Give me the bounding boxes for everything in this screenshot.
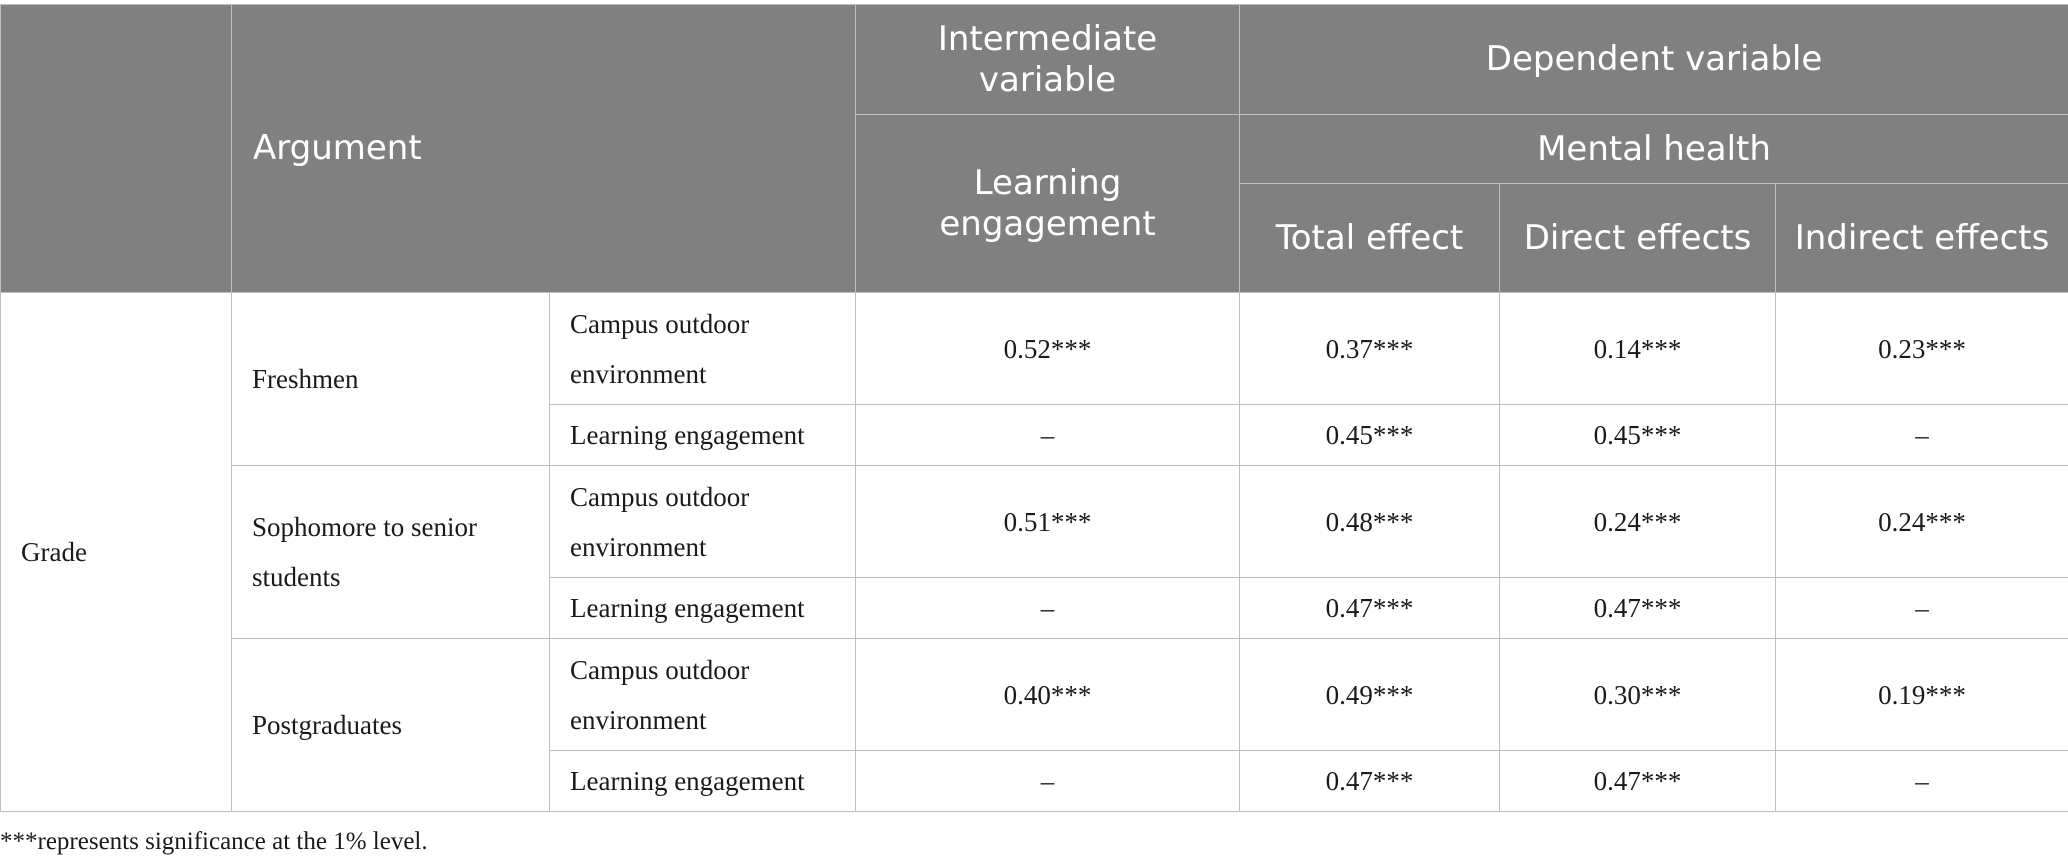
direct-effects-value: 0.47*** (1499, 750, 1777, 812)
header-total-effect: Total effect (1239, 183, 1501, 293)
table-row: Learning engagement – 0.47*** 0.47*** – (1, 750, 2068, 812)
header-indirect-effects: Indirect effects (1775, 183, 2068, 293)
predictor-cell: Campus outdoor environment (548, 465, 857, 578)
indirect-effects-value: 0.23*** (1775, 292, 2068, 405)
header-intermediate-variable: Intermediate variable (855, 4, 1241, 115)
results-table: Argument Intermediate variable Dependent… (0, 4, 2068, 812)
group-cell: Freshmen (231, 292, 550, 466)
table-row: Postgraduates Campus outdoor environment… (1, 638, 2068, 812)
header-learning-engagement: Learning engagement (855, 114, 1241, 293)
indirect-effects-value: – (1775, 750, 2068, 812)
learning-engagement-value: 0.52*** (855, 292, 1241, 405)
predictor-cell: Campus outdoor environment (548, 638, 857, 751)
grade-cell: Grade (0, 292, 232, 812)
direct-effects-value: 0.24*** (1499, 465, 1777, 578)
learning-engagement-value: 0.40*** (855, 638, 1241, 751)
learning-engagement-value: – (855, 404, 1241, 466)
total-effect-value: 0.45*** (1239, 404, 1501, 466)
learning-engagement-value: 0.51*** (855, 465, 1241, 578)
table-row: Grade Freshmen Campus outdoor environmen… (0, 292, 2068, 812)
total-effect-value: 0.47*** (1239, 577, 1501, 639)
direct-effects-value: 0.30*** (1499, 638, 1777, 751)
group-cell: Sophomore to senior students (231, 465, 550, 639)
table-footnote: ***represents significance at the 1% lev… (0, 828, 428, 855)
predictor-cell: Learning engagement (548, 577, 857, 639)
header-direct-effects: Direct effects (1499, 183, 1777, 293)
direct-effects-value: 0.47*** (1499, 577, 1777, 639)
header-mental-health: Mental health (1239, 114, 2068, 184)
total-effect-value: 0.47*** (1239, 750, 1501, 812)
table-row: Sophomore to senior students Campus outd… (1, 465, 2068, 639)
table-body: Grade Freshmen Campus outdoor environmen… (0, 292, 2068, 812)
indirect-effects-value: – (1775, 577, 2068, 639)
total-effect-value: 0.49*** (1239, 638, 1501, 751)
direct-effects-value: 0.14*** (1499, 292, 1777, 405)
direct-effects-value: 0.45*** (1499, 404, 1777, 466)
table-header: Argument Intermediate variable Dependent… (0, 4, 2068, 293)
header-argument: Argument (230, 4, 857, 293)
indirect-effects-value: – (1775, 404, 2068, 466)
table-row: Learning engagement – 0.45*** 0.45*** – (1, 404, 2068, 466)
predictor-cell: Learning engagement (548, 404, 857, 466)
total-effect-value: 0.37*** (1239, 292, 1501, 405)
indirect-effects-value: 0.24*** (1775, 465, 2068, 578)
group-cell: Postgraduates (231, 638, 550, 812)
indirect-effects-value: 0.19*** (1775, 638, 2068, 751)
learning-engagement-value: – (855, 750, 1241, 812)
header-dependent-variable: Dependent variable (1239, 4, 2068, 115)
learning-engagement-value: – (855, 577, 1241, 639)
header-blank-cell (0, 4, 232, 293)
table-row: Learning engagement – 0.47*** 0.47*** – (1, 577, 2068, 639)
predictor-cell: Campus outdoor environment (548, 292, 857, 405)
predictor-cell: Learning engagement (548, 750, 857, 812)
total-effect-value: 0.48*** (1239, 465, 1501, 578)
